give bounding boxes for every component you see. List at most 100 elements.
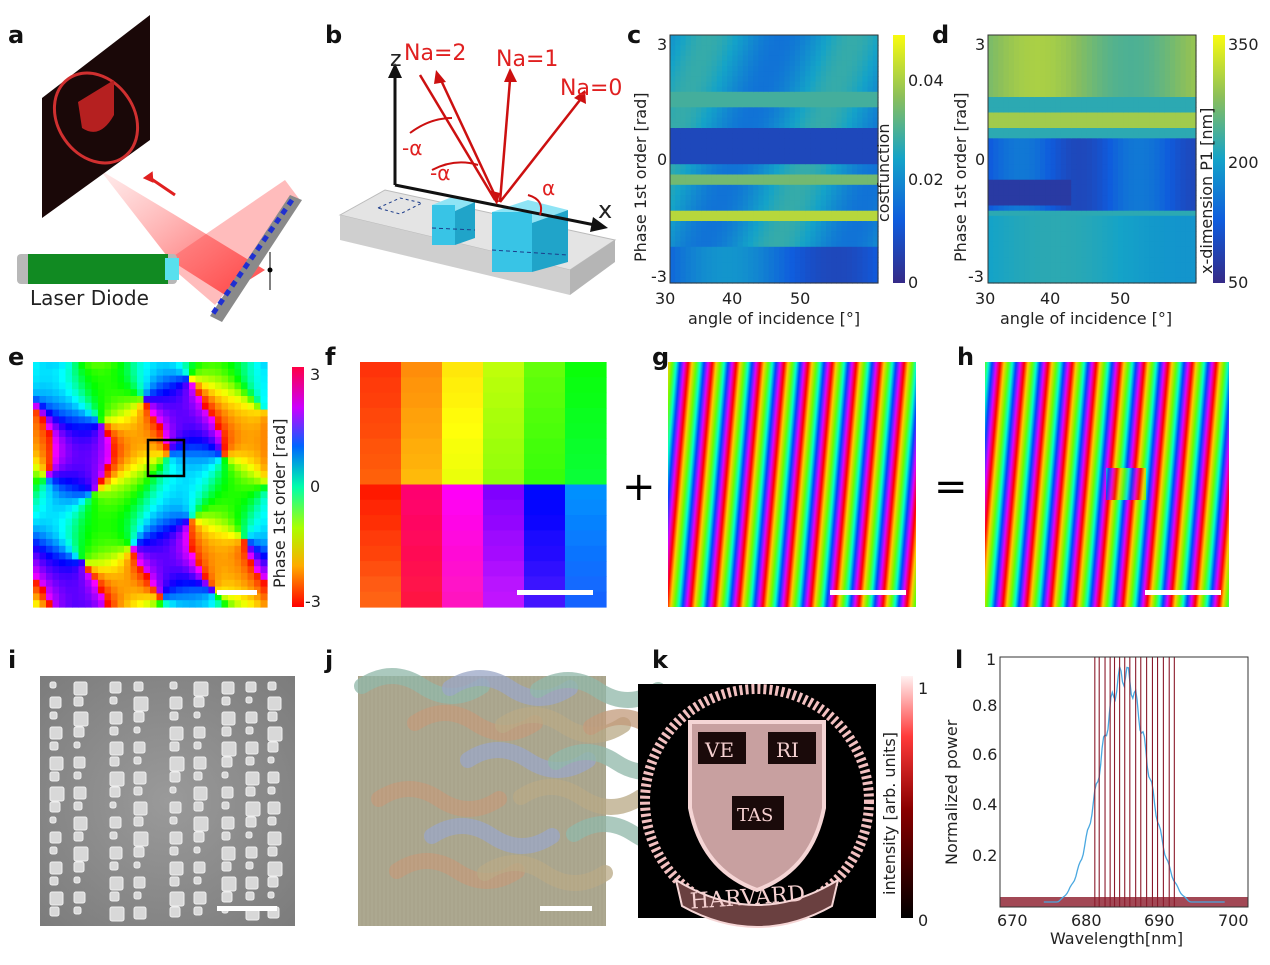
heat-cell — [1180, 102, 1186, 108]
heat-cell — [758, 242, 764, 248]
heat-cell — [1035, 221, 1041, 227]
phase-cell — [59, 457, 66, 464]
heat-cell — [774, 76, 780, 82]
heat-cell — [738, 200, 744, 206]
heat-cell — [1087, 87, 1093, 93]
heat-cell — [1139, 273, 1145, 279]
phase-cell — [189, 362, 196, 369]
phase-cell — [157, 505, 164, 512]
heat-cell — [1134, 180, 1140, 186]
heat-cell — [1165, 226, 1171, 232]
heat-cell — [1139, 56, 1145, 62]
phase-cell — [92, 498, 99, 505]
heat-cell — [857, 273, 863, 279]
phase-cell — [189, 451, 196, 458]
heat-cell — [701, 123, 707, 129]
phase-cell — [59, 519, 66, 526]
heat-cell — [1180, 66, 1186, 72]
heat-cell — [868, 221, 874, 227]
phase-cell — [124, 457, 131, 464]
heat-cell — [680, 133, 686, 139]
heat-cell — [779, 40, 785, 46]
heat-cell — [1128, 247, 1134, 253]
phase-cell — [209, 464, 216, 471]
heat-cell — [1004, 252, 1010, 258]
phase-cell — [163, 580, 170, 587]
heat-cell — [764, 51, 770, 57]
heat-cell — [852, 71, 858, 77]
heat-cell — [1180, 237, 1186, 243]
heat-cell — [816, 92, 822, 98]
phase-cell — [150, 376, 157, 383]
heat-cell — [800, 247, 806, 253]
heat-cell — [764, 242, 770, 248]
heat-cell — [1123, 159, 1129, 165]
phase-cell — [176, 539, 183, 546]
heat-cell — [836, 56, 842, 62]
heat-cell — [748, 247, 754, 253]
heat-cell — [717, 237, 723, 243]
heat-cell — [1071, 66, 1077, 72]
heat-cell — [800, 128, 806, 134]
heat-cell — [675, 113, 681, 119]
phase-cell — [209, 498, 216, 505]
heat-cell — [701, 76, 707, 82]
heat-cell — [1097, 190, 1103, 196]
heat-cell — [1076, 221, 1082, 227]
phase-cell — [157, 444, 164, 451]
heat-cell — [1139, 257, 1145, 263]
heat-cell — [1175, 262, 1181, 268]
heat-cell — [1149, 237, 1155, 243]
phase-cell — [98, 396, 105, 403]
phase-cell — [33, 491, 40, 498]
heat-cell — [868, 231, 874, 237]
heat-cell — [691, 226, 697, 232]
heat-cell — [1102, 61, 1108, 67]
heat-cell — [862, 216, 868, 222]
phase-cell — [150, 532, 157, 539]
heat-cell — [779, 154, 785, 160]
phase-cell — [215, 559, 222, 566]
phase-cell — [72, 566, 79, 573]
heat-cell — [1082, 51, 1088, 57]
heat-cell — [748, 102, 754, 108]
heat-cell — [993, 92, 999, 98]
heat-cell — [1014, 123, 1020, 129]
heat-cell — [857, 237, 863, 243]
heat-cell — [1113, 66, 1119, 72]
heat-cell — [1160, 107, 1166, 113]
phase-cell — [183, 593, 190, 600]
heat-cell — [988, 149, 994, 155]
heat-cell — [717, 113, 723, 119]
heat-cell — [868, 107, 874, 113]
heat-cell — [1154, 262, 1160, 268]
heat-cell — [1154, 195, 1160, 201]
heat-cell — [774, 211, 780, 217]
phase-cell — [202, 512, 209, 519]
heat-cell — [1165, 123, 1171, 129]
heat-cell — [862, 102, 868, 108]
heat-cell — [1066, 123, 1072, 129]
heat-cell — [816, 40, 822, 46]
order-0-label: Na=0 — [560, 76, 622, 101]
heat-cell — [810, 123, 816, 129]
panel-label-b: b — [325, 21, 342, 49]
heat-cell — [706, 211, 712, 217]
heat-cell — [686, 268, 692, 274]
heat-cell — [712, 216, 718, 222]
phase-cell — [85, 553, 92, 560]
heat-cell — [748, 273, 754, 279]
phase-cell — [222, 485, 229, 492]
heat-cell — [862, 144, 868, 150]
phase-cell — [137, 437, 144, 444]
phase-cell — [215, 403, 222, 410]
heat-cell — [670, 71, 676, 77]
ylabel-c: Phase 1st order [rad] — [631, 92, 650, 262]
heat-cell — [1165, 97, 1171, 103]
heat-cell — [1050, 216, 1056, 222]
heat-cell — [857, 257, 863, 263]
heat-cell — [1071, 154, 1077, 160]
heat-cell — [1030, 242, 1036, 248]
heat-cell — [1004, 216, 1010, 222]
phase-cell — [33, 444, 40, 451]
